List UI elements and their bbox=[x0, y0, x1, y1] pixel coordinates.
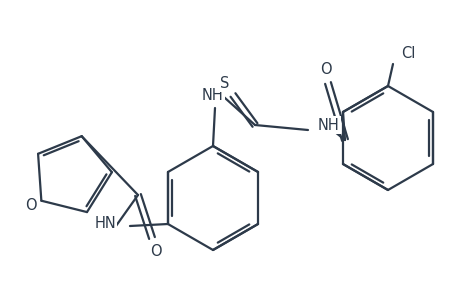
Text: O: O bbox=[319, 62, 331, 76]
Text: NH: NH bbox=[317, 117, 339, 132]
Text: NH: NH bbox=[202, 88, 223, 103]
Text: S: S bbox=[220, 76, 229, 91]
Text: Cl: Cl bbox=[400, 47, 415, 62]
Text: O: O bbox=[25, 198, 37, 213]
Text: HN: HN bbox=[94, 215, 116, 231]
Text: O: O bbox=[150, 244, 162, 260]
